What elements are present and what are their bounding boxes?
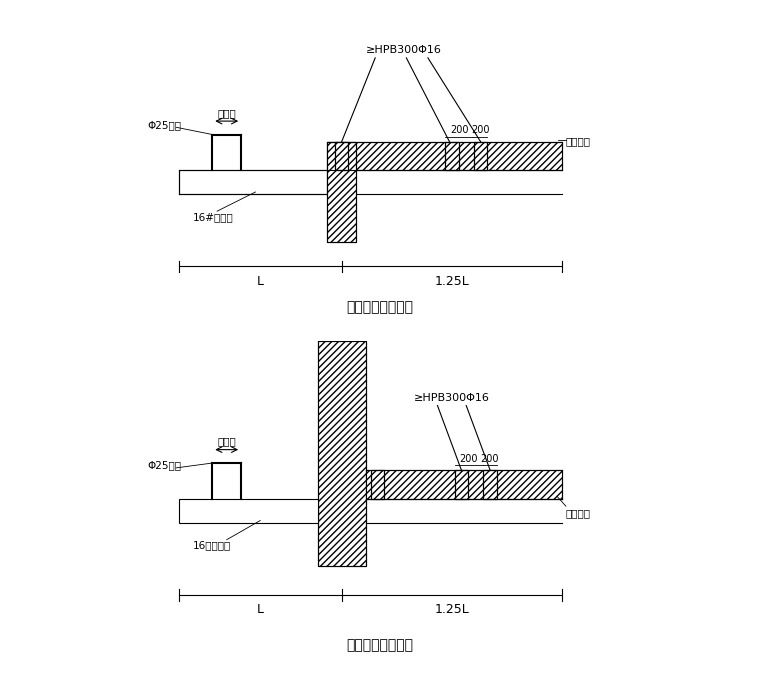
- Text: 200: 200: [480, 454, 499, 464]
- Bar: [371, 471, 385, 499]
- Bar: [318, 341, 366, 566]
- Text: 16号工字钢: 16号工字钢: [193, 540, 232, 550]
- Text: L: L: [257, 275, 264, 288]
- Bar: [474, 142, 487, 170]
- Bar: [318, 341, 366, 566]
- Text: Φ25钢筋: Φ25钢筋: [147, 120, 182, 130]
- Bar: [179, 499, 318, 523]
- Text: 木楔塞紧: 木楔塞紧: [566, 136, 591, 146]
- Text: 同架宽: 同架宽: [217, 108, 236, 117]
- Bar: [335, 142, 348, 170]
- Bar: [335, 142, 348, 170]
- Bar: [366, 471, 562, 499]
- Text: L: L: [257, 604, 264, 617]
- Bar: [371, 471, 385, 499]
- Text: 200: 200: [471, 125, 489, 135]
- Bar: [483, 471, 497, 499]
- Bar: [483, 471, 497, 499]
- Bar: [328, 142, 562, 170]
- Bar: [179, 170, 328, 194]
- Text: 同架宽: 同架宽: [217, 437, 236, 446]
- Text: ≥HPB300Φ16: ≥HPB300Φ16: [414, 393, 489, 403]
- Bar: [454, 471, 468, 499]
- Text: ≥HPB300Φ16: ≥HPB300Φ16: [366, 45, 442, 56]
- Bar: [328, 142, 356, 242]
- Bar: [454, 471, 468, 499]
- Text: 16#工字钢: 16#工字钢: [193, 213, 234, 223]
- Text: 200: 200: [450, 125, 468, 135]
- Text: Φ25钢筋: Φ25钢筋: [147, 460, 182, 471]
- Text: 木楔塞紧: 木楔塞紧: [566, 509, 591, 519]
- Bar: [445, 142, 458, 170]
- Bar: [445, 142, 458, 170]
- Bar: [328, 142, 356, 242]
- Text: 悬挑钢梁楼面构造: 悬挑钢梁楼面构造: [347, 300, 413, 314]
- Text: 悬挑钢梁穿墙构造: 悬挑钢梁穿墙构造: [347, 638, 413, 652]
- Text: 1.25L: 1.25L: [435, 604, 469, 617]
- Bar: [474, 142, 487, 170]
- Text: 1.25L: 1.25L: [435, 275, 469, 288]
- Text: 200: 200: [459, 454, 478, 464]
